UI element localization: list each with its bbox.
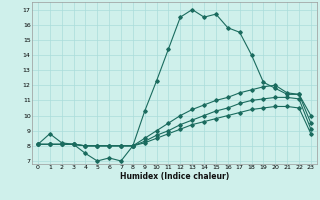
X-axis label: Humidex (Indice chaleur): Humidex (Indice chaleur): [120, 172, 229, 181]
